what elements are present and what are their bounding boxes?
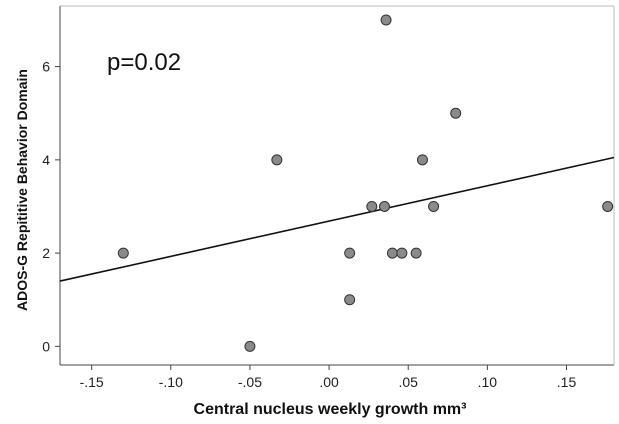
x-tick-label: .00 <box>319 374 339 390</box>
data-point <box>410 247 422 259</box>
data-point <box>602 200 614 212</box>
x-tick-label: -.05 <box>238 374 262 390</box>
x-tick-label: .05 <box>398 374 418 390</box>
x-tick-label: -.10 <box>159 374 183 390</box>
x-axis-label: Central nucleus weekly growth mm³ <box>194 401 467 418</box>
data-points <box>117 14 614 352</box>
fit-line-group <box>59 156 615 282</box>
data-point <box>271 154 283 166</box>
data-point <box>450 107 462 119</box>
data-point <box>380 14 392 26</box>
x-tick-label: .10 <box>478 374 498 390</box>
data-point <box>378 200 390 212</box>
y-tick-label: 6 <box>42 59 50 75</box>
y-tick-label: 0 <box>42 338 50 354</box>
x-tick-label: .15 <box>557 374 577 390</box>
data-point <box>366 200 378 212</box>
data-point <box>244 340 256 352</box>
data-point <box>428 200 440 212</box>
y-axis-label: ADOS-G Repititive Behavior Domain <box>14 69 30 311</box>
y-tick-label: 2 <box>42 245 50 261</box>
data-point <box>117 247 129 259</box>
regression-fit-line <box>59 156 615 282</box>
data-point <box>386 247 398 259</box>
data-point <box>396 247 408 259</box>
data-point <box>344 247 356 259</box>
x-tick-label: -.15 <box>80 374 104 390</box>
y-ticks: 0 2 4 6 <box>42 59 60 354</box>
p-value-annotation: p=0.02 <box>107 49 181 76</box>
data-point <box>416 154 428 166</box>
plot-frame <box>59 5 615 366</box>
x-ticks: -.15 -.10 -.05 .00 .05 .10 .15 <box>80 365 577 390</box>
y-tick-label: 4 <box>42 152 50 168</box>
data-point <box>344 294 356 306</box>
